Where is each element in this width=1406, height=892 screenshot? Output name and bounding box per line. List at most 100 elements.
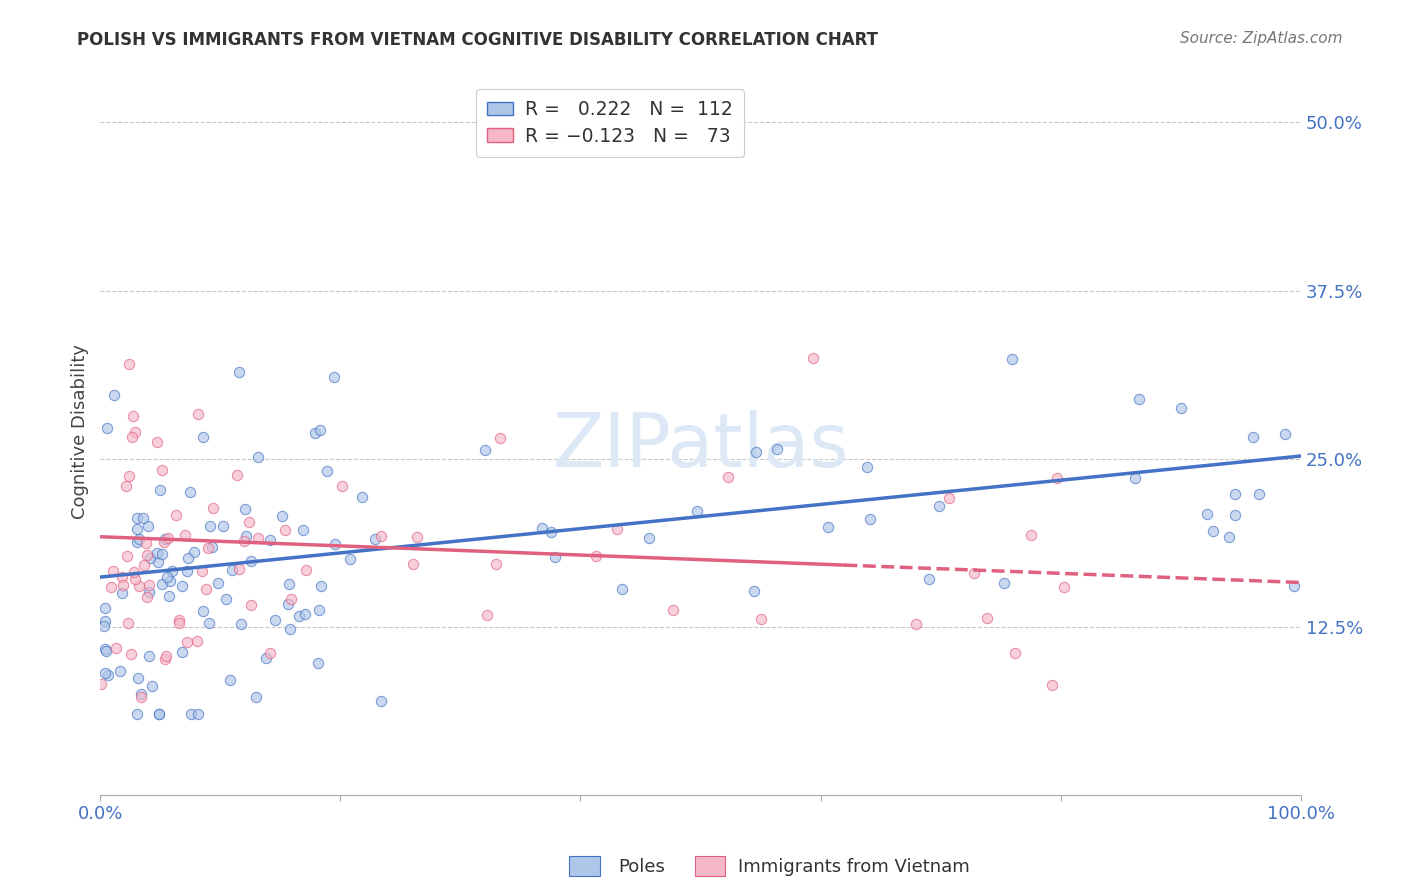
- Point: [125, 522, 148, 536]
- Point: [277, 576, 299, 591]
- Point: [221, 563, 243, 577]
- Point: [308, 603, 330, 617]
- Point: [179, 485, 201, 500]
- Point: [96, 421, 118, 435]
- Point: [585, 549, 607, 564]
- Point: [295, 563, 318, 577]
- Point: [1001, 351, 1024, 366]
- Point: [235, 501, 257, 516]
- Point: [1197, 507, 1219, 521]
- Point: [477, 608, 499, 623]
- Point: [195, 582, 218, 596]
- Point: [215, 592, 238, 607]
- Point: [96, 644, 118, 658]
- Point: [228, 365, 250, 379]
- Point: [128, 532, 150, 546]
- Point: [277, 597, 299, 611]
- Point: [128, 579, 150, 593]
- Point: [765, 442, 787, 456]
- Point: [240, 554, 263, 568]
- Point: [156, 570, 179, 584]
- Point: [1274, 427, 1296, 442]
- Point: [239, 599, 262, 613]
- Point: [1241, 430, 1264, 444]
- Point: [145, 435, 167, 450]
- Point: [136, 591, 159, 605]
- Point: [928, 499, 950, 513]
- Point: [339, 551, 361, 566]
- Point: [1201, 524, 1223, 538]
- Point: [176, 564, 198, 578]
- Point: [94, 666, 117, 681]
- Point: [962, 566, 984, 580]
- Point: [111, 586, 134, 600]
- Point: [174, 528, 197, 542]
- Point: [1040, 678, 1063, 692]
- Point: [121, 430, 143, 444]
- Point: [263, 613, 285, 627]
- Point: [370, 693, 392, 707]
- Point: [294, 607, 316, 621]
- Point: [157, 589, 180, 603]
- Point: [160, 564, 183, 578]
- Point: [1282, 579, 1305, 593]
- Point: [170, 645, 193, 659]
- Point: [304, 425, 326, 440]
- Point: [156, 532, 179, 546]
- Point: [1123, 470, 1146, 484]
- Point: [1053, 581, 1076, 595]
- Point: [150, 547, 173, 561]
- Point: [1045, 471, 1067, 485]
- Point: [406, 530, 429, 544]
- Point: [152, 534, 174, 549]
- Point: [149, 483, 172, 498]
- Point: [749, 612, 772, 626]
- Point: [245, 690, 267, 705]
- Point: [292, 524, 315, 538]
- Point: [662, 603, 685, 617]
- Point: [278, 622, 301, 636]
- Point: [918, 572, 941, 586]
- Point: [201, 500, 224, 515]
- Point: [544, 549, 567, 564]
- Point: [610, 582, 633, 597]
- Point: [259, 533, 281, 547]
- Point: [717, 469, 740, 483]
- Point: [817, 520, 839, 534]
- Point: [135, 548, 157, 562]
- Point: [198, 519, 221, 533]
- Point: [111, 578, 134, 592]
- Point: [246, 450, 269, 465]
- Point: [485, 557, 508, 571]
- Point: [167, 613, 190, 627]
- Point: [742, 584, 765, 599]
- Point: [540, 525, 562, 540]
- Text: Poles: Poles: [619, 858, 665, 876]
- Point: [165, 508, 187, 523]
- Text: POLISH VS IMMIGRANTS FROM VIETNAM COGNITIVE DISABILITY CORRELATION CHART: POLISH VS IMMIGRANTS FROM VIETNAM COGNIT…: [77, 31, 879, 49]
- Point: [905, 617, 928, 632]
- Point: [274, 524, 297, 538]
- Point: [138, 550, 160, 565]
- Point: [125, 535, 148, 549]
- Text: ZIPatlas: ZIPatlas: [553, 409, 849, 483]
- Point: [606, 522, 628, 536]
- Point: [246, 531, 269, 545]
- Point: [191, 429, 214, 443]
- Point: [323, 370, 346, 384]
- Point: [402, 558, 425, 572]
- Point: [100, 580, 122, 594]
- Point: [155, 652, 177, 666]
- Point: [993, 576, 1015, 591]
- Point: [94, 641, 117, 656]
- Point: [330, 479, 353, 493]
- Point: [108, 664, 131, 678]
- Point: [135, 535, 157, 549]
- Point: [93, 614, 115, 628]
- Point: [93, 619, 115, 633]
- Point: [530, 520, 553, 534]
- Point: [856, 459, 879, 474]
- Point: [138, 578, 160, 592]
- Point: [219, 673, 242, 687]
- Point: [859, 512, 882, 526]
